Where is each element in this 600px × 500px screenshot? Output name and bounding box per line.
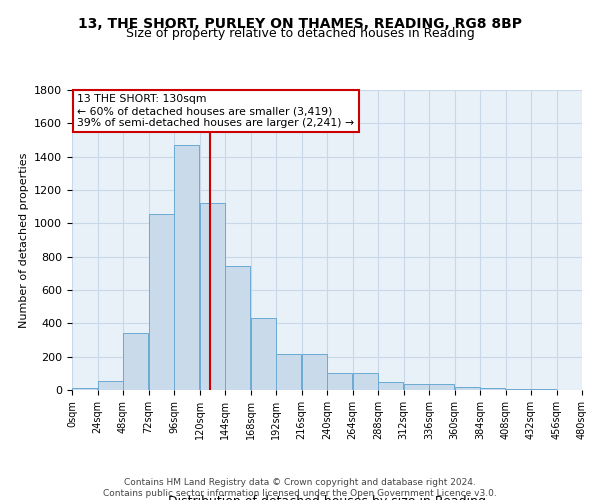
Bar — [149, 214, 174, 390]
Text: Contains HM Land Registry data © Crown copyright and database right 2024.
Contai: Contains HM Land Registry data © Crown c… — [103, 478, 497, 498]
Bar — [276, 354, 301, 390]
Bar — [404, 384, 429, 390]
X-axis label: Distribution of detached houses by size in Reading: Distribution of detached houses by size … — [168, 494, 486, 500]
Bar — [429, 384, 454, 390]
Bar — [72, 388, 97, 390]
Bar — [480, 388, 505, 390]
Bar — [98, 381, 123, 390]
Bar — [123, 332, 148, 390]
Bar — [200, 204, 225, 390]
Text: Size of property relative to detached houses in Reading: Size of property relative to detached ho… — [125, 28, 475, 40]
Bar — [302, 354, 327, 390]
Bar — [353, 374, 378, 390]
Y-axis label: Number of detached properties: Number of detached properties — [19, 152, 29, 328]
Text: 13, THE SHORT, PURLEY ON THAMES, READING, RG8 8BP: 13, THE SHORT, PURLEY ON THAMES, READING… — [78, 18, 522, 32]
Bar — [455, 387, 480, 390]
Bar — [251, 318, 276, 390]
Text: 13 THE SHORT: 130sqm
← 60% of detached houses are smaller (3,419)
39% of semi-de: 13 THE SHORT: 130sqm ← 60% of detached h… — [77, 94, 354, 128]
Bar — [174, 145, 199, 390]
Bar — [327, 374, 352, 390]
Bar — [225, 266, 250, 390]
Bar — [506, 388, 531, 390]
Bar — [378, 382, 403, 390]
